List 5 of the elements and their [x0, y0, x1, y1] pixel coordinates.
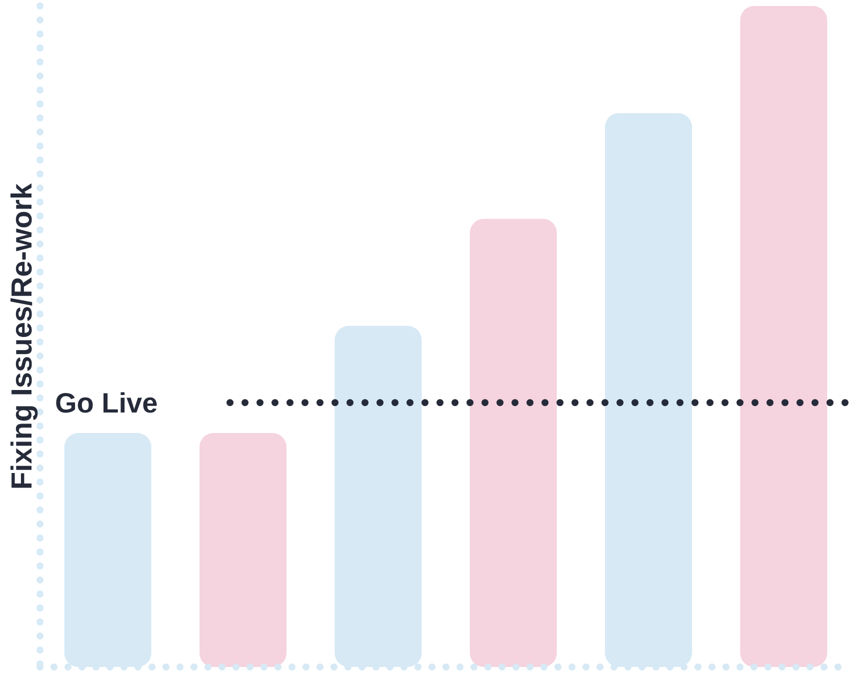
bar [199, 433, 286, 667]
y-axis-title: Fixing Issues/Re-work [6, 182, 38, 490]
ref-line-label: Go Live [55, 388, 158, 419]
bar [470, 218, 557, 667]
bar [740, 6, 828, 667]
